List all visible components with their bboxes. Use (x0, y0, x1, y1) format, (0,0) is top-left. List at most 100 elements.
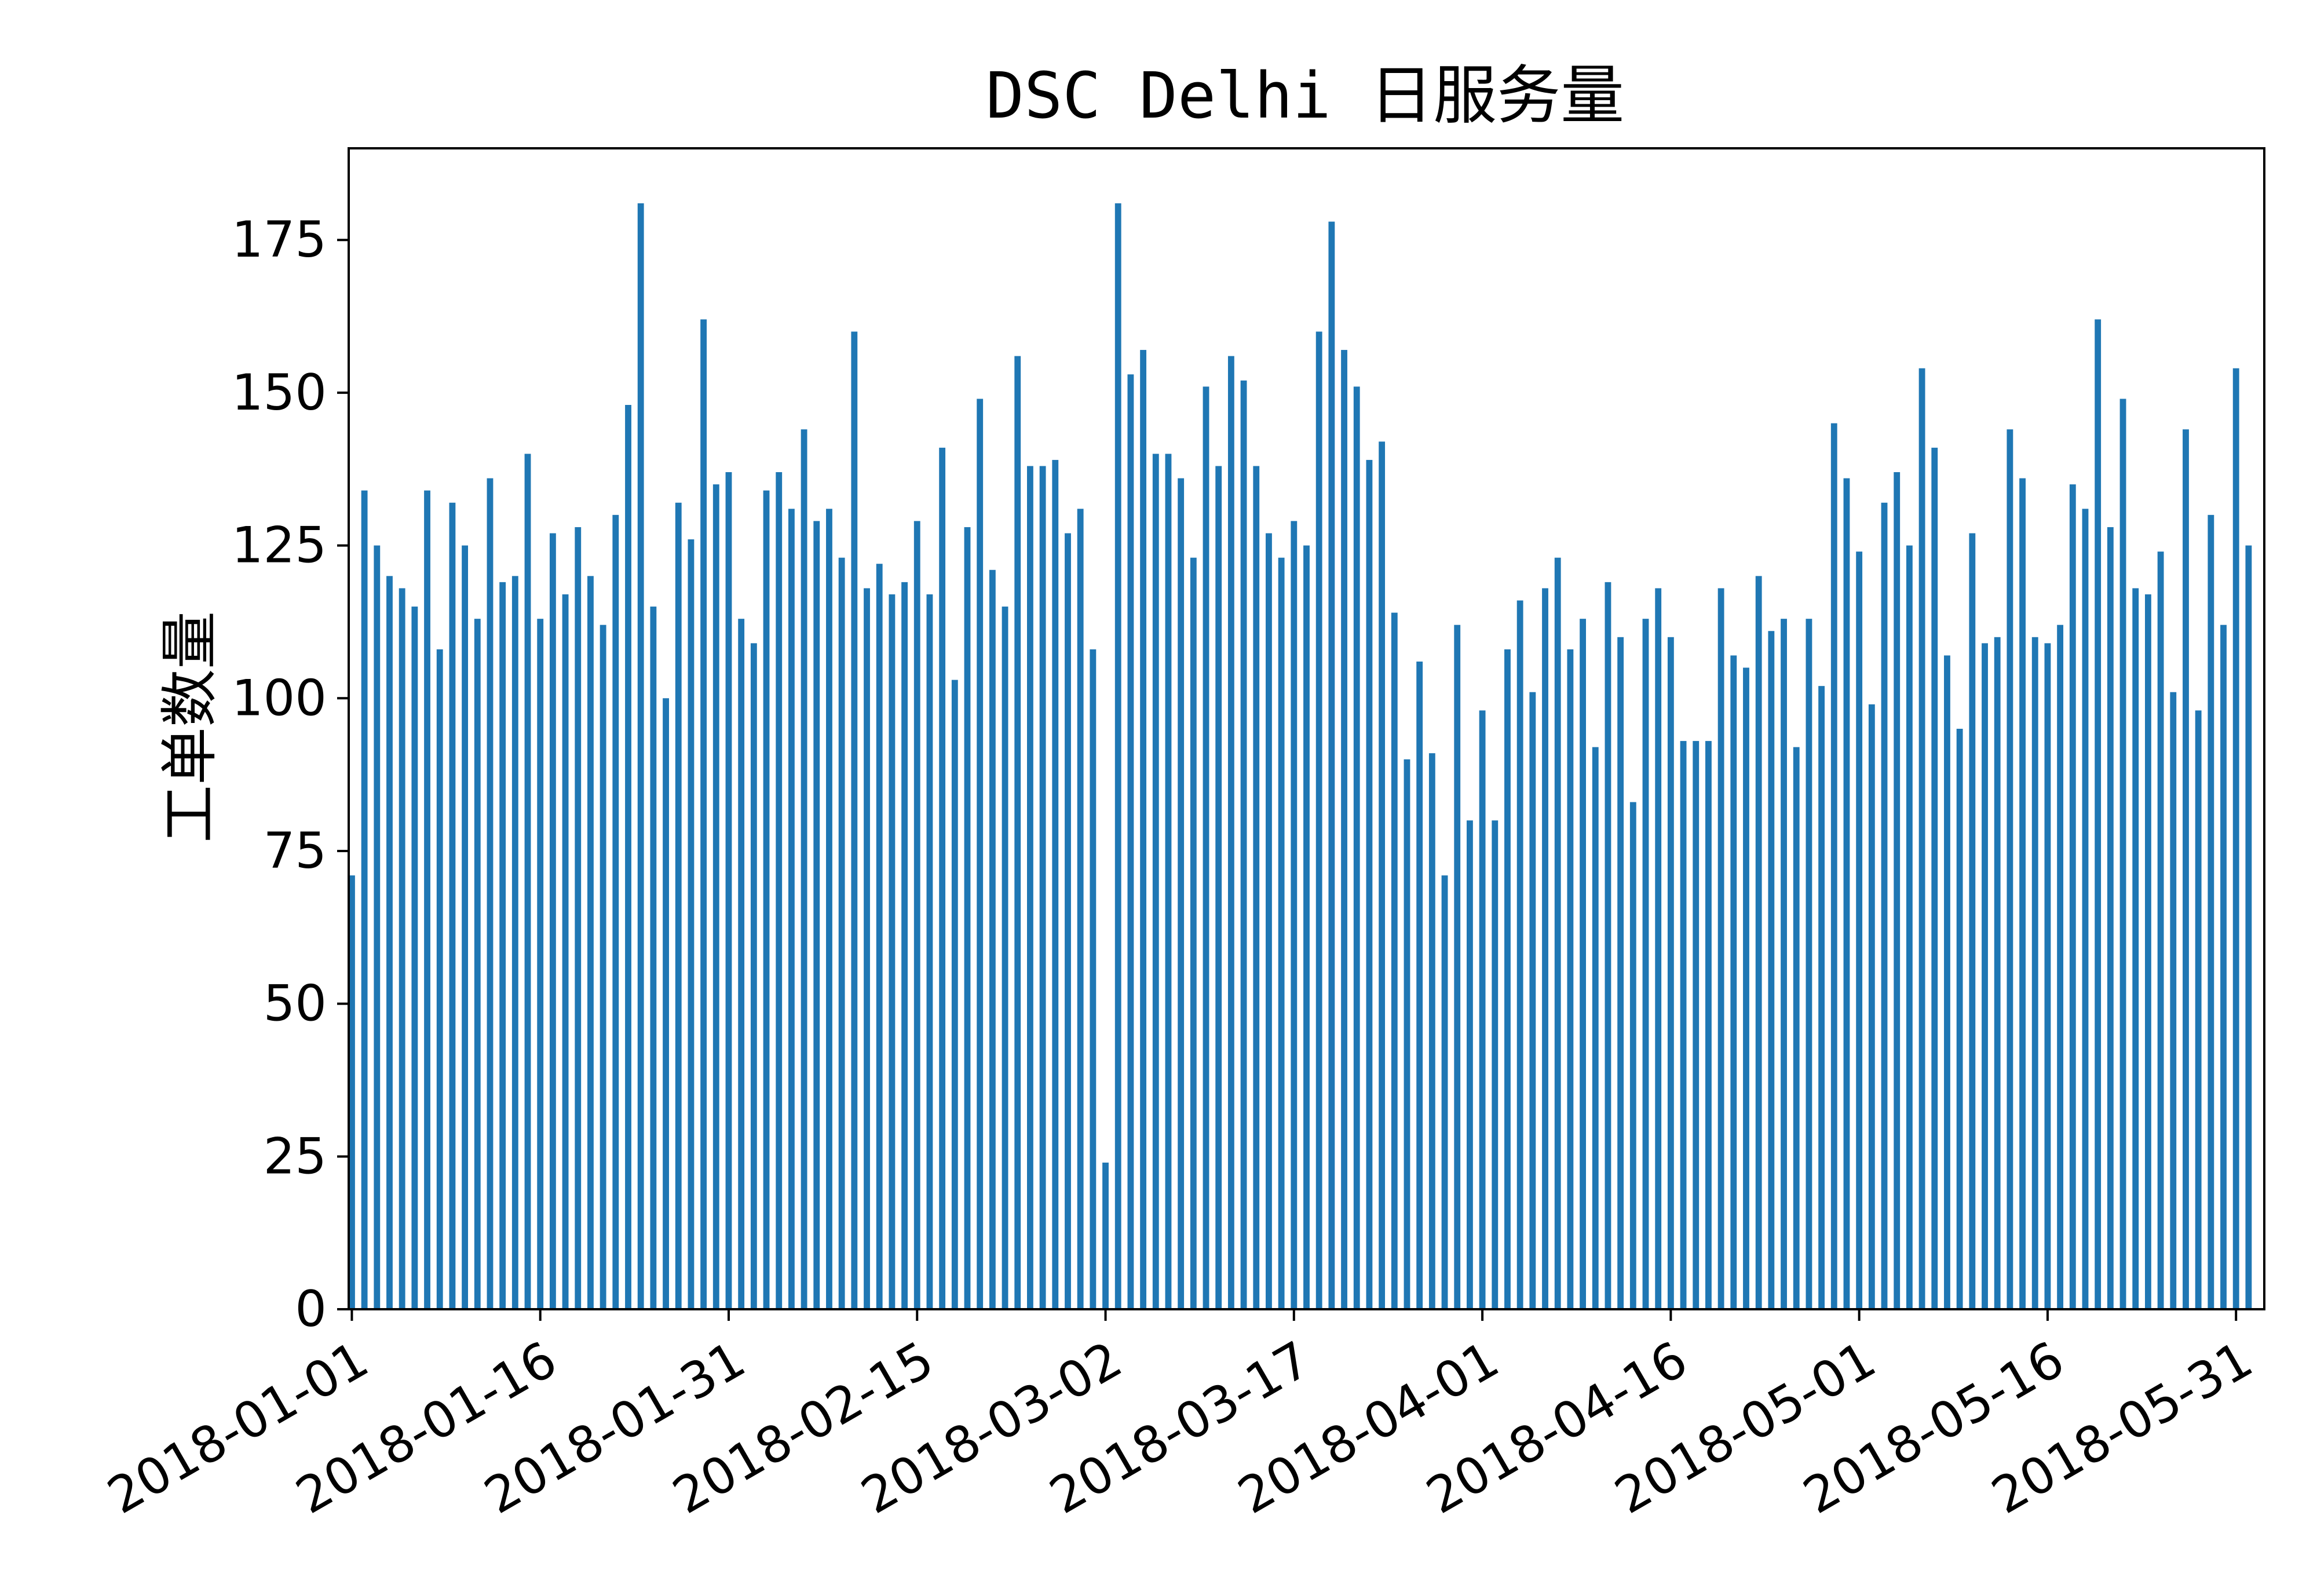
bar (1328, 222, 1335, 1309)
bar (1391, 613, 1398, 1309)
bar (1479, 710, 1486, 1309)
bar (1442, 875, 1448, 1309)
bar (688, 539, 695, 1309)
bar (2245, 546, 2252, 1309)
y-tick-label: 175 (232, 211, 327, 269)
bar (399, 588, 405, 1309)
bar (1454, 625, 1460, 1309)
bar (1680, 741, 1687, 1309)
bar (1404, 759, 1410, 1309)
bar (1291, 521, 1297, 1309)
bar (1278, 558, 1285, 1309)
bar (977, 399, 983, 1309)
bar (1529, 692, 1536, 1309)
bar (2007, 429, 2013, 1309)
bar (1944, 655, 1950, 1309)
bar (1366, 460, 1373, 1309)
bar (1467, 820, 1473, 1309)
bar (1592, 747, 1599, 1309)
bar (1379, 441, 1385, 1309)
bar (1881, 503, 1888, 1309)
y-tick-label: 150 (232, 364, 327, 422)
bar (1668, 637, 1674, 1309)
bar (952, 680, 958, 1309)
bar (525, 454, 531, 1309)
bar (927, 594, 933, 1309)
bar (2032, 637, 2038, 1309)
bar (776, 472, 782, 1309)
bar (1605, 582, 1611, 1309)
bar (1228, 356, 1234, 1309)
bar (562, 594, 569, 1309)
bar (1052, 460, 1058, 1309)
bar (474, 619, 481, 1309)
bar (1982, 643, 1988, 1309)
bar (361, 491, 368, 1309)
bar (587, 576, 594, 1309)
bar (751, 643, 757, 1309)
bar (1957, 729, 1963, 1309)
bar (1894, 472, 1900, 1309)
bar (1617, 637, 1624, 1309)
bar (2183, 429, 2189, 1309)
bar (600, 625, 606, 1309)
bar (2158, 552, 2164, 1309)
bar (700, 319, 707, 1309)
bar (889, 594, 895, 1309)
bar (1718, 588, 1724, 1309)
bar (1768, 631, 1774, 1309)
bar (901, 582, 908, 1309)
bar (1241, 381, 1247, 1309)
y-tick-label: 75 (264, 822, 327, 880)
bar (1492, 820, 1498, 1309)
bar (625, 405, 631, 1309)
bar (1115, 203, 1121, 1309)
bar (1730, 655, 1737, 1309)
bar (437, 649, 443, 1309)
bar (1065, 533, 1071, 1309)
bar (424, 491, 430, 1309)
bar (1844, 479, 1850, 1309)
bar (1341, 350, 1347, 1309)
bar (1969, 533, 1975, 1309)
bar (1856, 552, 1862, 1309)
bar (876, 564, 883, 1309)
bar (939, 448, 945, 1309)
bar (1793, 747, 1800, 1309)
bar (487, 479, 494, 1309)
y-tick-label: 25 (264, 1127, 327, 1185)
bar (1153, 454, 1159, 1309)
bar (374, 546, 380, 1309)
bar (989, 570, 996, 1309)
y-tick-label: 125 (232, 517, 327, 575)
bar (801, 429, 807, 1309)
bar (1027, 466, 1033, 1309)
bar (2070, 484, 2076, 1309)
bar (1705, 741, 1712, 1309)
bar (1504, 649, 1511, 1309)
bar (1743, 668, 1749, 1309)
bar (1354, 386, 1360, 1309)
bar (2120, 399, 2126, 1309)
bar (1919, 368, 1925, 1309)
bar (738, 619, 744, 1309)
bar (1994, 637, 2001, 1309)
bar (1567, 649, 1573, 1309)
x-axis: 2018-01-012018-01-162018-01-312018-02-15… (98, 1309, 2263, 1525)
bar (964, 527, 971, 1309)
bar (1643, 619, 1649, 1309)
bar (386, 576, 393, 1309)
bar (612, 515, 619, 1309)
bar (1818, 686, 1825, 1309)
bar (2057, 625, 2063, 1309)
bar (839, 558, 845, 1309)
bar (1090, 649, 1096, 1309)
bar (2045, 643, 2051, 1309)
bar (1555, 558, 1561, 1309)
y-tick-label: 100 (232, 669, 327, 727)
bar (1253, 466, 1259, 1309)
bar (449, 503, 455, 1309)
bar (1906, 546, 1913, 1309)
bar (1014, 356, 1021, 1309)
